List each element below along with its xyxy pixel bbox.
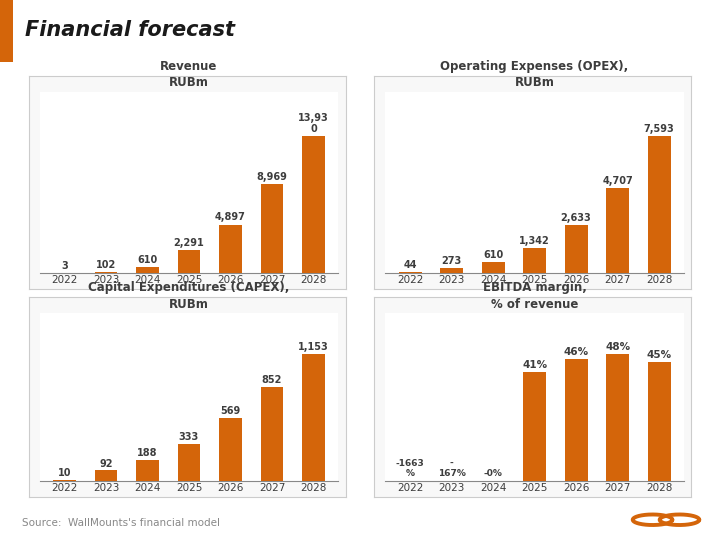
Bar — [440, 268, 463, 273]
Text: 188: 188 — [138, 448, 158, 458]
Bar — [648, 362, 670, 481]
Bar — [261, 387, 284, 481]
Text: 610: 610 — [483, 249, 503, 260]
Text: 1,153: 1,153 — [298, 342, 329, 352]
Text: 92: 92 — [99, 458, 113, 469]
Text: -
167%: - 167% — [438, 458, 466, 478]
Text: 13,93
0: 13,93 0 — [298, 113, 329, 133]
Text: 10: 10 — [58, 468, 71, 477]
Text: 333: 333 — [179, 432, 199, 442]
Text: 610: 610 — [138, 255, 158, 265]
Polygon shape — [0, 0, 13, 62]
Bar — [53, 480, 76, 481]
Bar — [606, 188, 629, 273]
Bar — [261, 185, 284, 273]
Text: 569: 569 — [220, 406, 240, 416]
Bar — [606, 354, 629, 481]
Text: 8,969: 8,969 — [256, 172, 287, 183]
Bar — [94, 470, 117, 481]
Bar — [564, 225, 588, 273]
Text: 48%: 48% — [605, 342, 630, 352]
Text: 102: 102 — [96, 260, 116, 269]
Text: 2,291: 2,291 — [174, 238, 204, 248]
Bar — [302, 136, 325, 273]
Bar — [219, 418, 242, 481]
Bar — [219, 225, 242, 273]
Text: -1663
%: -1663 % — [396, 458, 425, 478]
Bar — [94, 272, 117, 273]
Bar — [523, 372, 546, 481]
Text: Source:  WallMounts's financial model: Source: WallMounts's financial model — [22, 518, 220, 528]
Text: Capital Expenditures (CAPEX),
RUBm: Capital Expenditures (CAPEX), RUBm — [89, 281, 289, 310]
Text: 44: 44 — [403, 260, 417, 270]
Text: 4,707: 4,707 — [602, 176, 633, 186]
Text: 273: 273 — [441, 256, 462, 266]
Bar — [302, 354, 325, 481]
Bar — [482, 262, 505, 273]
Text: Financial forecast: Financial forecast — [25, 20, 235, 40]
Text: EBITDA margin,
% of revenue: EBITDA margin, % of revenue — [482, 281, 587, 310]
Bar — [136, 460, 159, 481]
Bar — [564, 359, 588, 481]
Text: 41%: 41% — [522, 360, 547, 370]
Bar — [399, 272, 421, 273]
Text: 852: 852 — [262, 375, 282, 385]
Text: 16: 16 — [686, 21, 707, 36]
Bar — [136, 267, 159, 273]
Text: 46%: 46% — [564, 347, 589, 357]
Text: -0%: -0% — [484, 469, 503, 478]
Text: Operating Expenses (OPEX),
RUBm: Operating Expenses (OPEX), RUBm — [441, 59, 629, 89]
Text: 1,342: 1,342 — [519, 237, 550, 246]
Bar — [523, 248, 546, 273]
Bar — [178, 250, 200, 273]
Text: 7,593: 7,593 — [644, 124, 675, 133]
Text: 3: 3 — [61, 261, 68, 271]
Bar — [178, 444, 200, 481]
Text: 45%: 45% — [647, 350, 672, 360]
Bar — [648, 136, 670, 273]
Text: Revenue
RUBm: Revenue RUBm — [161, 59, 217, 89]
Text: 4,897: 4,897 — [215, 212, 246, 222]
Text: 2,633: 2,633 — [561, 213, 591, 223]
